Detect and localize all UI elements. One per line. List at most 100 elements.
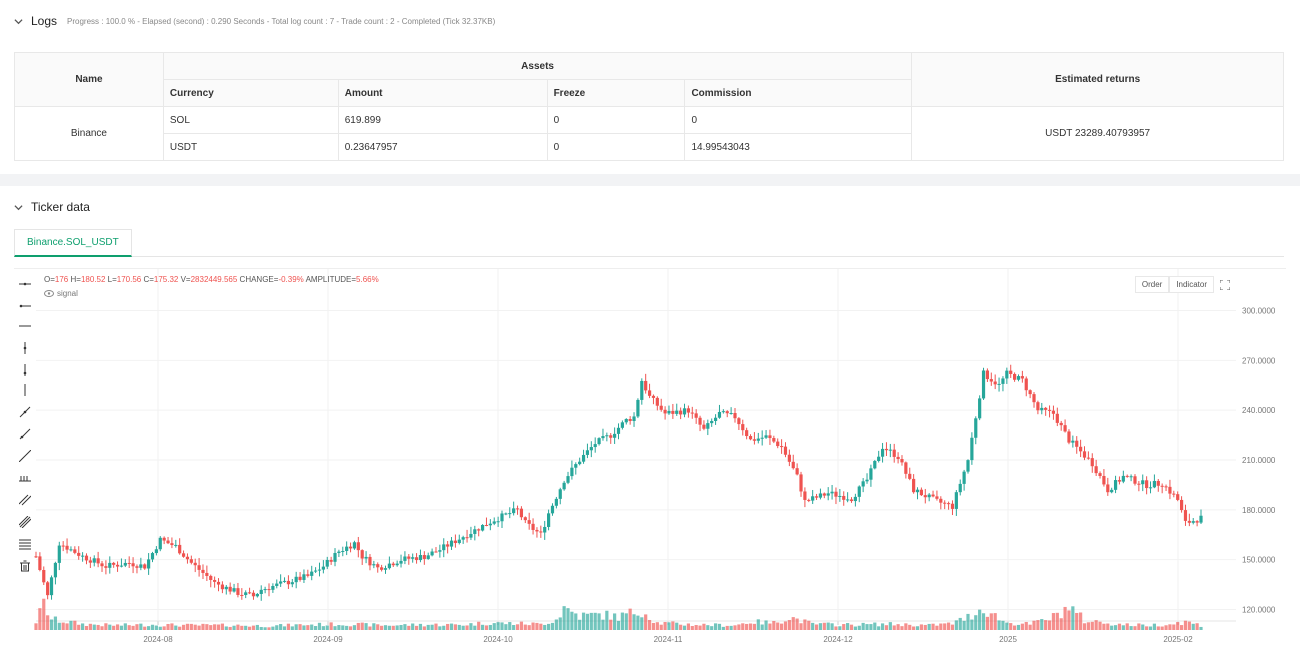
candle-body (834, 491, 838, 497)
extended-line-icon[interactable] (18, 449, 32, 463)
candle-body (748, 436, 753, 440)
volume-bar (348, 626, 353, 630)
vertical-line-icon[interactable] (18, 341, 32, 355)
volume-bar (745, 623, 749, 630)
volume-bar (543, 624, 547, 630)
candle-body (1141, 480, 1145, 485)
volume-bar (1102, 623, 1106, 630)
volume-bar (682, 625, 687, 630)
volume-bar (547, 623, 551, 630)
volume-bar (247, 626, 252, 630)
volume-bar (380, 625, 384, 630)
volume-bar (1071, 606, 1075, 630)
volume-bar (42, 598, 46, 630)
ticker-header[interactable]: Ticker data (14, 200, 90, 214)
pitchfork-icon[interactable] (18, 515, 32, 529)
order-button[interactable]: Order (1134, 276, 1170, 293)
candle-body (811, 496, 815, 501)
candle-body (387, 563, 391, 569)
vertical-segment-icon[interactable] (18, 383, 32, 397)
candle-body (1036, 402, 1040, 411)
signal-indicator-row[interactable]: signal (44, 289, 78, 298)
volume-bar (1133, 626, 1137, 630)
y-tick-label: 150.0000 (1242, 556, 1276, 565)
candle-body (550, 505, 555, 514)
volume-bar (84, 625, 89, 630)
candle-body (671, 410, 675, 414)
volume-bar (1040, 619, 1044, 630)
horizontal-segment-icon[interactable] (18, 319, 32, 333)
volume-bar (706, 625, 710, 630)
eye-icon[interactable] (44, 290, 54, 297)
candle-body (675, 410, 679, 414)
volume-bar (904, 623, 908, 630)
horizontal-ray-icon[interactable] (18, 299, 32, 313)
candle-body (1199, 515, 1203, 523)
fibonacci-icon[interactable] (18, 537, 32, 551)
candle-body (414, 557, 419, 561)
candle-body (1172, 493, 1176, 495)
volume-bar (838, 626, 842, 630)
volume-bar (1148, 626, 1153, 630)
volume-bar (395, 625, 399, 630)
low-label: L= (105, 275, 117, 284)
volume-bar (741, 623, 745, 630)
logs-title: Logs (31, 14, 58, 28)
candle-body (589, 447, 593, 451)
fullscreen-icon[interactable] (1220, 279, 1230, 290)
volume-bar (414, 625, 419, 630)
candle-body (310, 571, 314, 576)
candle-body (53, 562, 58, 578)
candle-body (846, 499, 850, 501)
candle-body (403, 556, 407, 561)
volume-bar (244, 625, 248, 630)
candle-body (356, 542, 360, 551)
candle-body (896, 456, 900, 460)
candle-body (314, 570, 318, 572)
candle-body (236, 588, 240, 595)
volume-bar (294, 624, 298, 630)
logs-header[interactable]: Logs Progress : 100.0 % - Elapsed (secon… (14, 12, 495, 30)
currency-cell: USDT (162, 133, 339, 161)
candle-body (640, 380, 644, 400)
candle-body (966, 460, 970, 472)
candle-body (1152, 480, 1156, 488)
volume-bar (457, 624, 461, 630)
candle-body (527, 520, 531, 524)
volume-bar (49, 619, 54, 630)
volume-bar (752, 623, 757, 630)
indicator-button[interactable]: Indicator (1169, 276, 1214, 293)
candle-body (457, 539, 461, 544)
candle-body (970, 437, 974, 461)
candle-body (997, 383, 1001, 385)
candle-body (1024, 378, 1028, 391)
volume-bar (383, 625, 388, 630)
candle-body (411, 557, 415, 559)
candle-body (65, 545, 69, 550)
volume-bar (943, 623, 947, 630)
candle-body (302, 574, 306, 580)
change-value: -0.39% (278, 275, 304, 284)
ray-icon[interactable] (18, 427, 32, 441)
candle-body (1009, 370, 1013, 374)
parallel-channel-icon[interactable] (18, 493, 32, 507)
candle-body (364, 556, 368, 559)
volume-bar (539, 623, 543, 630)
price-range-icon[interactable] (18, 471, 32, 485)
candle-body (286, 580, 291, 585)
trend-line-icon[interactable] (18, 405, 32, 419)
candle-body (512, 508, 516, 514)
trash-icon[interactable] (18, 559, 32, 573)
candlestick-chart[interactable]: 120.0000 150.0000 180.0000 210.0000 240.0000… (14, 269, 1286, 651)
volume-bar (791, 617, 795, 630)
volume-bar (1005, 622, 1009, 630)
commission-cell: 14.99543043 (684, 133, 913, 161)
horizontal-line-icon[interactable] (18, 277, 32, 291)
volume-bar (1137, 623, 1141, 630)
vertical-ray-icon[interactable] (18, 363, 32, 377)
candle-body (465, 537, 469, 539)
volume-bar (1183, 620, 1188, 630)
tab-binance-sol-usdt[interactable]: Binance.SOL_USDT (14, 229, 132, 257)
volume-bar (710, 626, 714, 630)
candle-body (224, 586, 228, 590)
